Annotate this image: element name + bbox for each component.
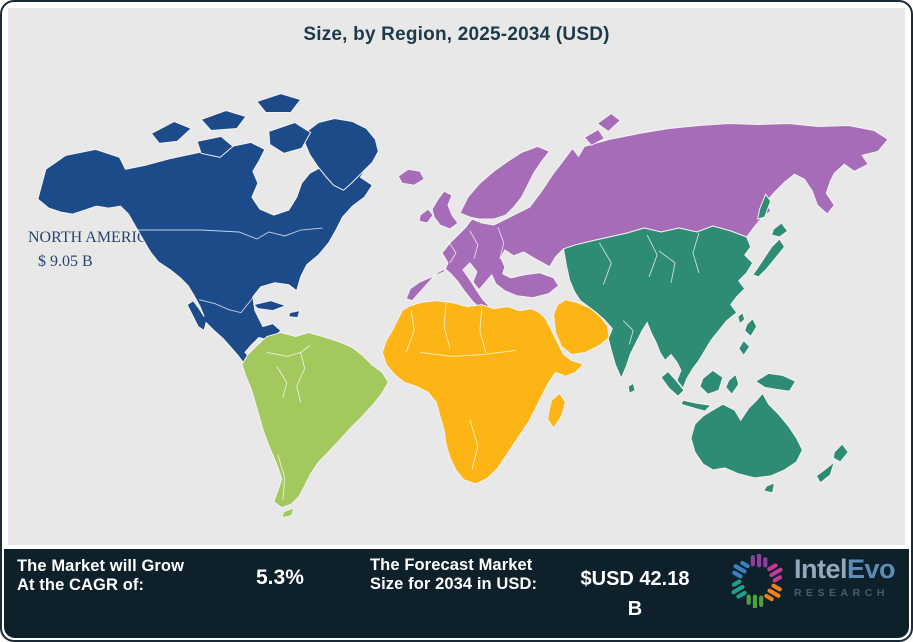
north-america-region-name: NORTH AMERICA bbox=[28, 229, 160, 246]
world-map-panel: Size, by Region, 2025-2034 (USD) NORTH A… bbox=[8, 8, 905, 545]
logo-name-evo: Evo bbox=[846, 554, 896, 584]
intelevo-logo: IntelEvo RESEARCH bbox=[730, 554, 896, 608]
region-south-america bbox=[241, 332, 389, 519]
north-america-label: NORTH AMERICA $ 9.05 B bbox=[28, 226, 159, 274]
logo-tagline: RESEARCH bbox=[793, 587, 889, 599]
north-america-value: $ 9.05 B bbox=[38, 253, 93, 270]
stats-footer: The Market will Grow At the CAGR of: 5.3… bbox=[4, 549, 909, 638]
intelevo-logo-text: IntelEvo RESEARCH bbox=[793, 554, 896, 600]
region-north-america bbox=[37, 93, 379, 388]
cagr-value: 5.3% bbox=[256, 566, 304, 589]
country-borders bbox=[137, 226, 700, 500]
chart-title: Size, by Region, 2025-2034 (USD) bbox=[303, 24, 610, 45]
intelevo-logo-icon bbox=[731, 554, 783, 608]
forecast-label: The Forecast Market Size for 2034 in USD… bbox=[370, 556, 538, 593]
region-europe bbox=[397, 112, 889, 311]
world-map bbox=[37, 93, 889, 519]
forecast-value: $USD 42.18 B bbox=[580, 568, 690, 620]
cagr-label: The Market will Grow At the CAGR of: bbox=[17, 557, 185, 594]
region-asia-pacific bbox=[562, 193, 849, 494]
logo-name-intel: Intel bbox=[793, 554, 848, 584]
region-middle-east-africa bbox=[381, 299, 610, 485]
